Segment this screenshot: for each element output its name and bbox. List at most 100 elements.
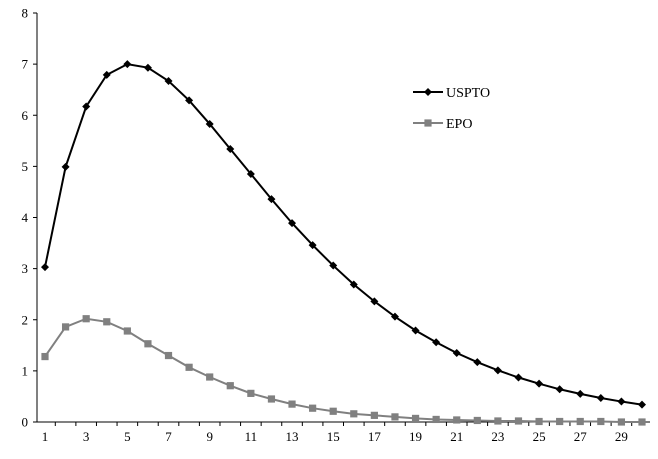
y-tick-label: 0 bbox=[22, 415, 29, 430]
y-axis-ticks: 0 1 2 3 4 5 6 7 8 bbox=[22, 6, 37, 430]
data-point-epo bbox=[411, 414, 420, 423]
series-epo bbox=[41, 315, 646, 426]
data-point-epo bbox=[82, 315, 90, 323]
x-tick-label: 19 bbox=[409, 429, 422, 444]
legend-item-epo: EPO bbox=[413, 117, 472, 132]
data-point-uspto bbox=[493, 366, 502, 375]
data-point-uspto bbox=[41, 263, 49, 272]
data-point-epo bbox=[370, 411, 378, 419]
data-point-uspto bbox=[226, 144, 235, 153]
x-tick-label: 9 bbox=[206, 429, 213, 444]
data-point-epo bbox=[123, 327, 131, 335]
data-point-uspto bbox=[617, 397, 626, 406]
x-tick-label: 25 bbox=[533, 429, 546, 444]
data-point-epo bbox=[144, 340, 152, 348]
y-tick-label: 8 bbox=[22, 6, 29, 21]
data-point-epo bbox=[473, 416, 481, 425]
data-point-uspto bbox=[267, 195, 276, 204]
data-point-uspto bbox=[308, 241, 317, 250]
data-point-uspto bbox=[349, 280, 358, 289]
data-point-epo bbox=[514, 417, 523, 425]
legend: USPTO EPO bbox=[413, 86, 490, 132]
data-point-epo bbox=[226, 382, 234, 390]
data-point-uspto bbox=[411, 326, 420, 335]
legend-label-uspto: USPTO bbox=[446, 86, 490, 101]
y-tick-label: 2 bbox=[22, 312, 29, 327]
data-point-epo bbox=[432, 415, 440, 424]
data-point-epo bbox=[206, 373, 214, 381]
axes bbox=[36, 13, 650, 423]
data-point-epo bbox=[288, 400, 296, 408]
x-tick-label: 29 bbox=[615, 429, 628, 444]
data-point-uspto bbox=[329, 261, 338, 270]
x-tick-label: 13 bbox=[286, 429, 299, 444]
data-point-uspto bbox=[205, 119, 214, 128]
data-point-uspto bbox=[164, 76, 173, 85]
y-tick-label: 1 bbox=[22, 363, 29, 378]
data-point-epo bbox=[597, 417, 605, 426]
data-point-uspto bbox=[246, 170, 255, 179]
y-tick-label: 7 bbox=[22, 57, 29, 72]
series-line-epo bbox=[44, 317, 642, 423]
data-point-epo bbox=[185, 363, 193, 371]
x-tick-label: 11 bbox=[245, 429, 258, 444]
data-point-uspto bbox=[576, 389, 585, 398]
data-point-uspto bbox=[390, 312, 399, 321]
series-layer bbox=[41, 60, 646, 426]
data-point-uspto bbox=[638, 400, 646, 409]
data-point-uspto bbox=[102, 70, 111, 79]
y-tick-label: 5 bbox=[22, 159, 29, 174]
data-point-epo bbox=[41, 352, 49, 361]
data-point-epo bbox=[535, 417, 543, 426]
data-point-uspto bbox=[370, 297, 379, 306]
data-point-epo bbox=[638, 418, 646, 426]
data-point-uspto bbox=[288, 219, 297, 228]
legend-label-epo: EPO bbox=[446, 117, 472, 132]
y-tick-label: 3 bbox=[22, 261, 29, 276]
data-point-epo bbox=[247, 389, 255, 397]
data-point-epo bbox=[329, 407, 337, 415]
x-tick-label: 23 bbox=[491, 429, 504, 444]
x-tick-label: 15 bbox=[327, 429, 340, 444]
legend-item-uspto: USPTO bbox=[413, 86, 490, 101]
data-point-epo bbox=[267, 395, 276, 403]
data-point-epo bbox=[617, 418, 626, 426]
data-point-uspto bbox=[185, 96, 194, 105]
y-tick-label: 6 bbox=[22, 108, 29, 123]
data-point-uspto bbox=[432, 338, 441, 347]
x-tick-label: 3 bbox=[83, 429, 90, 444]
data-point-epo bbox=[61, 323, 70, 331]
data-point-uspto bbox=[555, 385, 564, 394]
data-point-epo bbox=[453, 416, 461, 424]
legend-marker-uspto bbox=[424, 88, 432, 96]
data-point-uspto bbox=[514, 373, 523, 382]
data-point-epo bbox=[350, 410, 358, 418]
series-line-uspto bbox=[44, 63, 643, 406]
data-point-uspto bbox=[123, 60, 132, 69]
y-tick-label: 4 bbox=[22, 210, 29, 225]
x-tick-label: 27 bbox=[574, 429, 588, 444]
x-tick-label: 5 bbox=[124, 429, 131, 444]
data-point-epo bbox=[391, 413, 399, 421]
data-point-uspto bbox=[82, 102, 91, 111]
x-tick-label: 1 bbox=[42, 429, 49, 444]
data-point-epo bbox=[103, 318, 111, 326]
data-point-uspto bbox=[452, 348, 461, 357]
data-point-uspto bbox=[535, 379, 544, 388]
x-tick-label: 21 bbox=[450, 429, 463, 444]
series-uspto bbox=[41, 60, 646, 409]
data-point-epo bbox=[556, 417, 564, 426]
x-tick-label: 17 bbox=[368, 429, 382, 444]
legend-marker-epo bbox=[424, 119, 432, 127]
data-point-uspto bbox=[596, 393, 605, 402]
data-point-epo bbox=[164, 351, 173, 360]
x-axis-ticks: 1 3 5 7 9 11 13 15 17 19 21 23 25 27 29 bbox=[42, 422, 633, 444]
data-point-uspto bbox=[61, 162, 70, 171]
data-point-uspto bbox=[473, 358, 482, 367]
data-point-uspto bbox=[143, 63, 152, 72]
x-tick-label: 7 bbox=[165, 429, 172, 444]
data-point-epo bbox=[309, 404, 317, 412]
data-point-epo bbox=[494, 417, 502, 425]
